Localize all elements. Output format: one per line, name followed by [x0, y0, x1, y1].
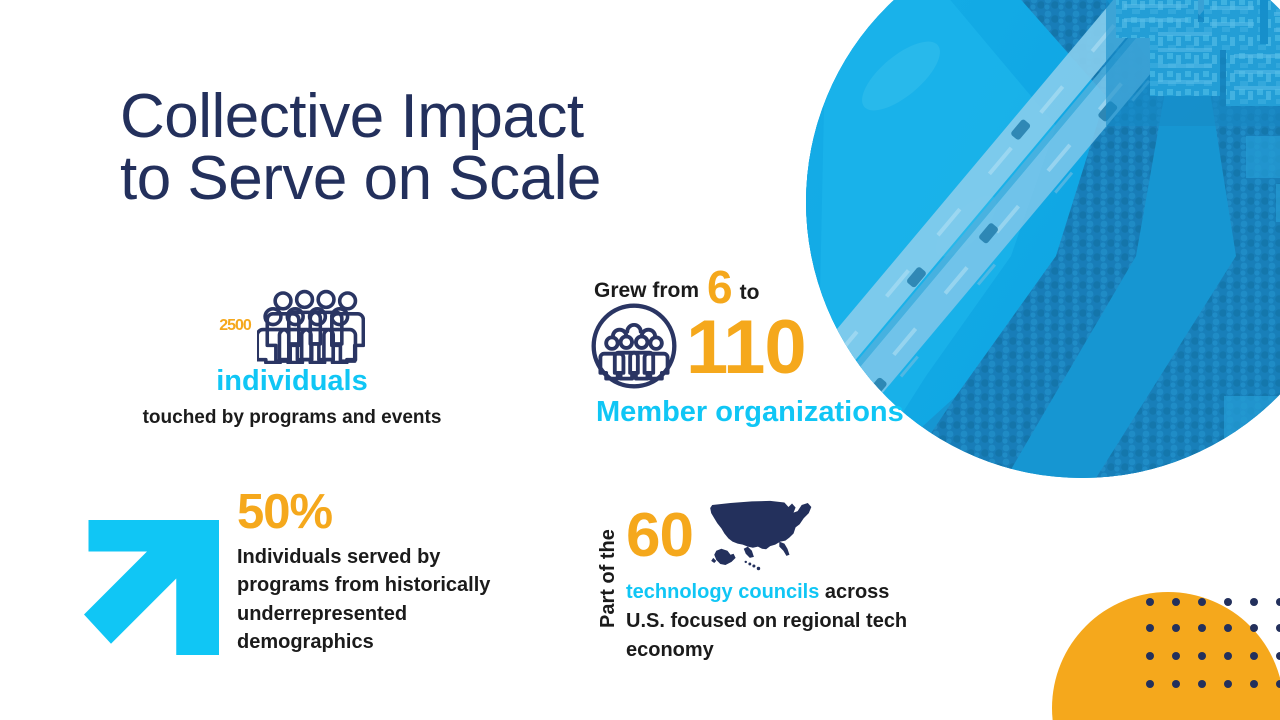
stat-councils-description-rest: across U.S. focused on regional tech eco… — [626, 581, 908, 661]
stat-councils-highlight: technology councils — [626, 581, 820, 603]
stat-individuals: 2500 — [112, 288, 472, 429]
stat-underrepresented-description: Individuals served by programs from hist… — [237, 546, 491, 654]
stat-individuals-label: individuals — [216, 365, 368, 397]
stat-members-to-number: 110 — [686, 305, 807, 390]
crowd-of-people-icon — [256, 288, 365, 364]
stat-underrepresented: 50% Individuals served by programs from … — [84, 488, 544, 657]
stat-members-connector: to — [739, 281, 760, 304]
stat-member-organizations: Grew from 6 to — [586, 258, 986, 429]
page-title-line-2: to Serve on Scale — [120, 143, 601, 213]
stat-members-row: 110 — [586, 298, 986, 394]
stat-members-from-number: 6 — [707, 261, 733, 313]
stat-individuals-headline: 2500 — [112, 288, 472, 364]
stat-members-headline: Grew from 6 to — [586, 258, 986, 310]
page-title: Collective Impact to Serve on Scale — [120, 81, 820, 213]
us-map-icon — [699, 496, 821, 576]
up-right-arrow-icon — [84, 520, 219, 655]
stat-members-label: Member organizations — [596, 396, 904, 428]
stat-individuals-number: 2500 — [219, 317, 252, 334]
stat-members-prefix: Grew from — [594, 279, 700, 302]
stat-technology-councils: Part of the 60 — [597, 500, 998, 665]
people-in-circle-icon — [586, 298, 682, 394]
stat-councils-number: 60 — [626, 501, 694, 570]
stat-individuals-description: touched by programs and events — [142, 406, 442, 428]
stat-councils-description: technology councils across U.S. focused … — [626, 578, 926, 665]
navy-dot-grid-pattern — [1146, 598, 1280, 690]
stat-underrepresented-number: 50% — [237, 485, 333, 539]
stat-councils-prefix: Part of the — [597, 529, 619, 628]
page-title-line-1: Collective Impact — [120, 81, 584, 151]
stat-councils-headline: 60 — [626, 500, 998, 572]
